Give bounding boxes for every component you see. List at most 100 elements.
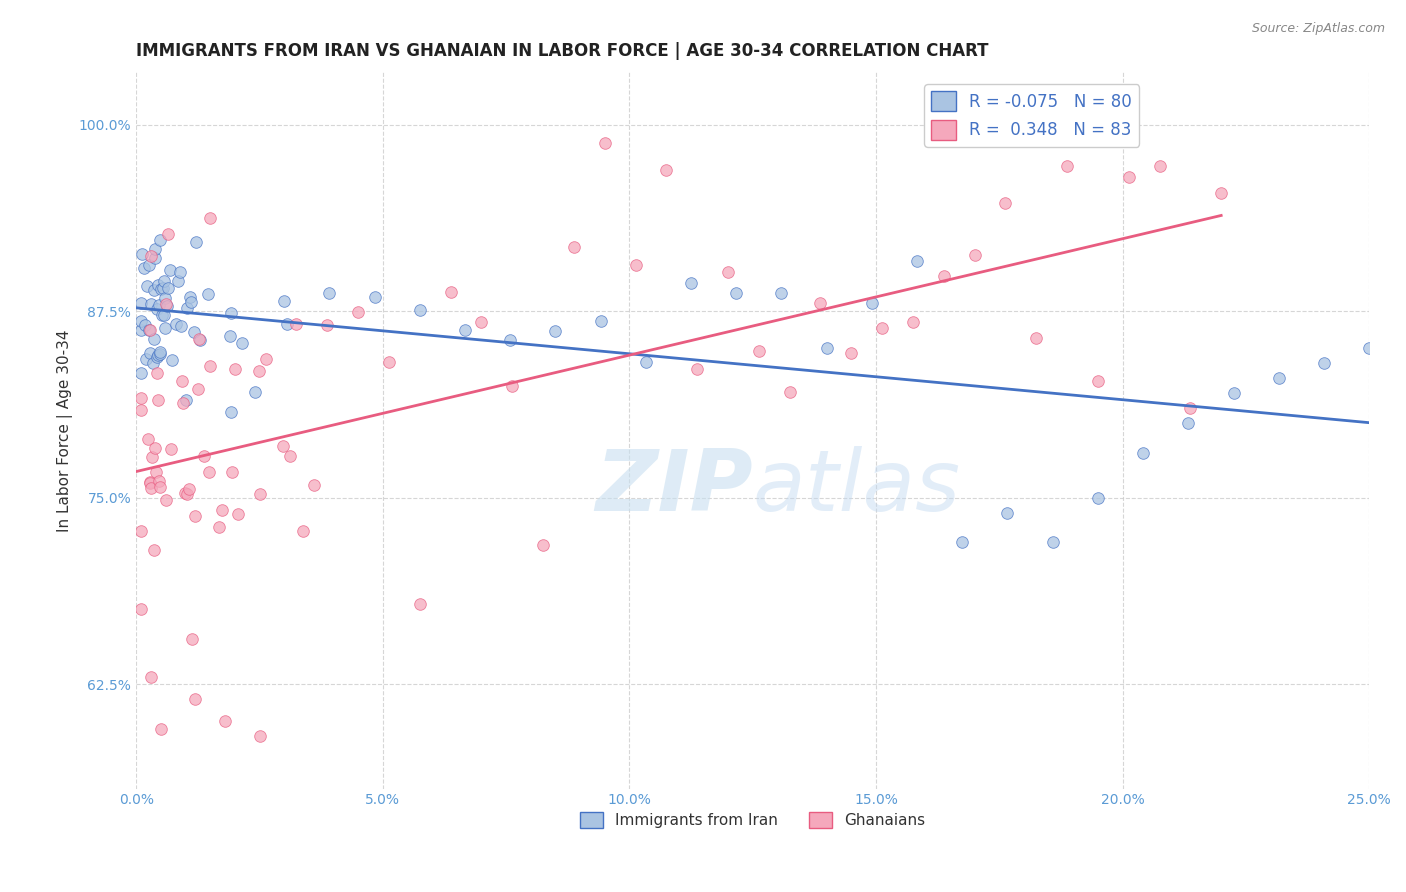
Point bbox=[198, 465, 221, 479]
Y-axis label: In Labor Force | Age 30-34: In Labor Force | Age 30-34 bbox=[58, 329, 73, 532]
Point bbox=[1025, 331, 1047, 345]
Point bbox=[717, 265, 740, 279]
Point bbox=[176, 393, 198, 408]
Point bbox=[1056, 159, 1078, 173]
Point bbox=[770, 285, 793, 300]
Point bbox=[409, 302, 432, 317]
Point bbox=[347, 305, 370, 319]
Point bbox=[231, 336, 253, 351]
Point bbox=[254, 351, 277, 366]
Point bbox=[589, 314, 612, 328]
Point bbox=[155, 321, 177, 335]
Point bbox=[146, 278, 169, 293]
Point bbox=[138, 323, 160, 337]
Point bbox=[439, 285, 461, 299]
Point bbox=[810, 295, 832, 310]
Point bbox=[129, 403, 152, 417]
Point bbox=[149, 347, 172, 361]
Point bbox=[143, 251, 166, 265]
Point bbox=[146, 350, 169, 364]
Point bbox=[138, 475, 160, 490]
Point bbox=[197, 287, 219, 301]
Point bbox=[1118, 169, 1140, 184]
Point bbox=[138, 346, 160, 360]
Point bbox=[249, 729, 271, 743]
Point bbox=[634, 355, 657, 369]
Point bbox=[1087, 491, 1109, 505]
Point bbox=[148, 475, 170, 489]
Point bbox=[143, 283, 166, 297]
Point bbox=[224, 361, 246, 376]
Point bbox=[188, 332, 211, 346]
Point bbox=[454, 323, 477, 337]
Point bbox=[150, 281, 173, 295]
Point bbox=[132, 261, 155, 276]
Point bbox=[655, 162, 678, 177]
Point bbox=[165, 317, 187, 331]
Point bbox=[499, 333, 522, 347]
Text: IMMIGRANTS FROM IRAN VS GHANAIAN IN LABOR FORCE | AGE 30-34 CORRELATION CHART: IMMIGRANTS FROM IRAN VS GHANAIAN IN LABO… bbox=[136, 42, 988, 60]
Text: atlas: atlas bbox=[752, 446, 960, 529]
Point bbox=[152, 308, 174, 322]
Point bbox=[470, 315, 492, 329]
Point bbox=[221, 466, 243, 480]
Point bbox=[139, 249, 162, 263]
Point bbox=[156, 299, 179, 313]
Point bbox=[160, 442, 183, 457]
Point bbox=[149, 345, 172, 359]
Point bbox=[143, 441, 166, 455]
Point bbox=[155, 291, 177, 305]
Point bbox=[302, 478, 325, 492]
Point bbox=[149, 233, 172, 247]
Point bbox=[316, 318, 339, 332]
Point bbox=[152, 280, 174, 294]
Point bbox=[129, 524, 152, 539]
Point bbox=[901, 315, 924, 329]
Point bbox=[725, 286, 748, 301]
Point bbox=[932, 269, 955, 284]
Point bbox=[218, 329, 240, 343]
Point bbox=[276, 317, 298, 331]
Point bbox=[135, 352, 157, 367]
Point bbox=[1180, 401, 1202, 416]
Point bbox=[226, 508, 249, 522]
Point bbox=[135, 279, 157, 293]
Point bbox=[157, 227, 180, 241]
Point bbox=[544, 324, 567, 338]
Point bbox=[138, 432, 160, 446]
Point bbox=[150, 309, 173, 323]
Point bbox=[146, 366, 169, 380]
Point bbox=[839, 346, 862, 360]
Point bbox=[686, 361, 709, 376]
Point bbox=[148, 298, 170, 312]
Point bbox=[291, 524, 314, 539]
Point bbox=[1211, 186, 1233, 200]
Point bbox=[219, 404, 242, 418]
Point bbox=[149, 480, 172, 494]
Point bbox=[214, 714, 236, 729]
Point bbox=[174, 486, 197, 500]
Point bbox=[208, 520, 231, 534]
Point bbox=[271, 439, 294, 453]
Point bbox=[155, 296, 177, 310]
Point bbox=[179, 290, 201, 304]
Point bbox=[219, 306, 242, 320]
Point bbox=[170, 318, 193, 333]
Point bbox=[200, 211, 222, 226]
Point bbox=[243, 384, 266, 399]
Point bbox=[1177, 416, 1199, 430]
Point bbox=[131, 247, 153, 261]
Point bbox=[1087, 374, 1109, 388]
Point bbox=[167, 275, 190, 289]
Point bbox=[162, 353, 184, 368]
Point bbox=[129, 391, 152, 405]
Point bbox=[146, 392, 169, 407]
Point bbox=[184, 508, 207, 523]
Point bbox=[624, 258, 647, 272]
Point bbox=[141, 450, 163, 464]
Point bbox=[562, 240, 585, 254]
Point bbox=[129, 296, 152, 310]
Point bbox=[183, 325, 205, 339]
Point bbox=[1222, 386, 1244, 401]
Point bbox=[273, 293, 295, 308]
